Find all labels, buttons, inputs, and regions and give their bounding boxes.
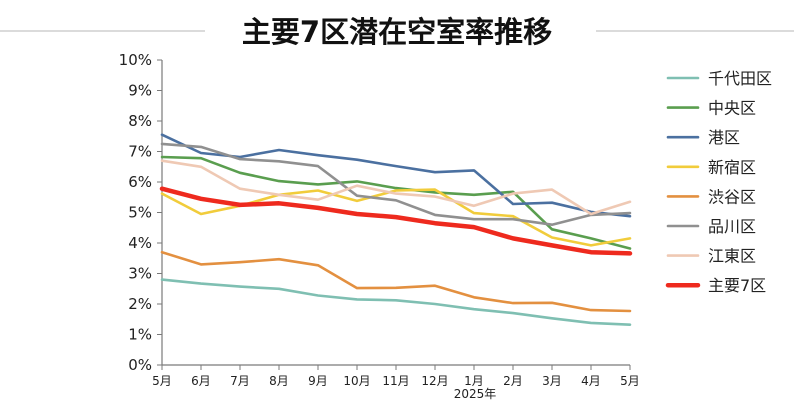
- x-tick-label: 1月: [464, 374, 484, 388]
- series-line-3: [160, 133, 632, 218]
- x-tick-label: 10月: [343, 374, 370, 388]
- series-layer: [159, 133, 633, 327]
- y-tick-label: 10%: [119, 51, 152, 69]
- series-line-2: [160, 155, 632, 250]
- y-tick-label: 0%: [128, 356, 152, 374]
- x-tick-label: 11月: [382, 374, 409, 388]
- series-line-5: [160, 250, 632, 313]
- series-line-7: [160, 159, 632, 216]
- x-tick-label: 5月: [620, 374, 640, 388]
- x-tick-label: 12月: [421, 374, 448, 388]
- y-tick-label: 2%: [128, 295, 152, 313]
- series-line-8: [159, 186, 633, 256]
- series-line-6: [160, 142, 632, 226]
- legend-label: 中央区: [708, 99, 756, 118]
- x-tick-label: 8月: [269, 374, 289, 388]
- legend-label: 品川区: [708, 217, 756, 236]
- x-tick-label: 2月: [503, 374, 523, 388]
- legend-label: 主要7区: [708, 276, 766, 295]
- legend-label: 港区: [708, 128, 740, 147]
- y-tick-label: 4%: [128, 234, 152, 252]
- x-axis-sublabel: 2025年: [454, 387, 497, 401]
- legend-label: 江東区: [708, 247, 756, 266]
- x-tick-label: 4月: [581, 374, 601, 388]
- x-tick-label: 7月: [230, 374, 250, 388]
- y-tick-label: 5%: [128, 204, 152, 222]
- x-tick-label: 6月: [191, 374, 211, 388]
- y-tick-label: 9%: [128, 82, 152, 100]
- y-tick-label: 6%: [128, 173, 152, 191]
- legend-label: 千代田区: [708, 69, 772, 88]
- y-tick-label: 1%: [128, 326, 152, 344]
- x-tick-label: 9月: [308, 374, 328, 388]
- series-line-1: [160, 278, 632, 327]
- legend-label: 渋谷区: [708, 187, 756, 206]
- x-tick-label: 3月: [542, 374, 562, 388]
- y-tick-label: 3%: [128, 265, 152, 283]
- x-tick-label: 5月: [152, 374, 172, 388]
- chart-title: 主要7区潜在空室率推移: [242, 15, 552, 49]
- y-tick-label: 8%: [128, 112, 152, 130]
- legend-label: 新宿区: [708, 158, 756, 177]
- y-tick-label: 7%: [128, 143, 152, 161]
- axes: 0% 1% 2% 3% 4% 5% 6% 7% 8% 9% 10% 5月 6月 7月 8月 9月 10月 11月 1…: [119, 51, 640, 388]
